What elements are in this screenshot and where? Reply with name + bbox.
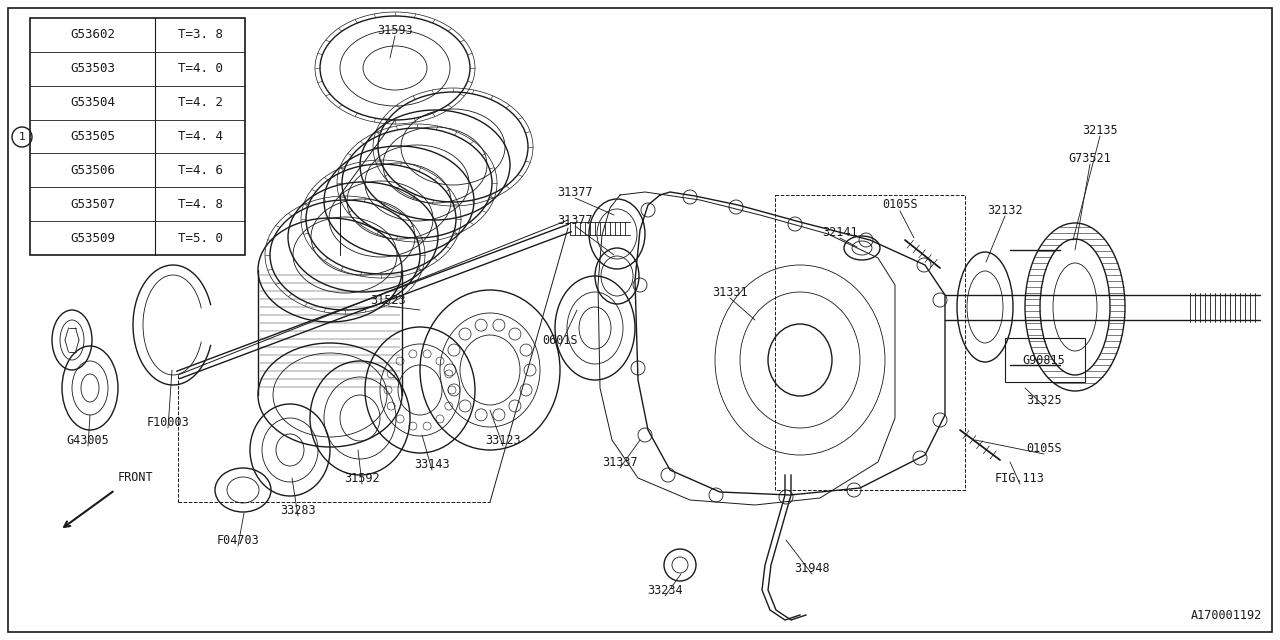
Text: G53505: G53505: [70, 130, 115, 143]
Text: F10003: F10003: [147, 415, 189, 429]
Text: 31325: 31325: [1027, 394, 1062, 406]
Text: T=5. 0: T=5. 0: [178, 232, 223, 244]
Text: G53509: G53509: [70, 232, 115, 244]
Text: 31377: 31377: [557, 214, 593, 227]
Text: G53503: G53503: [70, 62, 115, 76]
Text: 31592: 31592: [344, 472, 380, 484]
Text: T=4. 4: T=4. 4: [178, 130, 223, 143]
Text: 31523: 31523: [370, 294, 406, 307]
Text: G73521: G73521: [1069, 152, 1111, 164]
Text: 31948: 31948: [794, 561, 829, 575]
Text: G53504: G53504: [70, 96, 115, 109]
Text: 33283: 33283: [280, 504, 316, 516]
Bar: [1005, 338, 1085, 382]
Text: G53507: G53507: [70, 198, 115, 211]
Text: 33234: 33234: [648, 584, 682, 596]
Text: 31593: 31593: [378, 24, 413, 36]
Text: 0601S: 0601S: [543, 333, 577, 346]
Text: F04703: F04703: [216, 534, 260, 547]
Text: G90815: G90815: [1023, 353, 1065, 367]
Text: T=4. 8: T=4. 8: [178, 198, 223, 211]
Text: 0105S: 0105S: [882, 198, 918, 211]
Text: T=3. 8: T=3. 8: [178, 28, 223, 42]
Text: G43005: G43005: [67, 433, 109, 447]
Bar: [29, 18, 244, 255]
Text: G53506: G53506: [70, 164, 115, 177]
Text: T=4. 0: T=4. 0: [178, 62, 223, 76]
Text: 32141: 32141: [822, 225, 858, 239]
Text: 0105S: 0105S: [1027, 442, 1062, 454]
Text: 32135: 32135: [1082, 124, 1117, 136]
Text: 31377: 31377: [557, 186, 593, 198]
Text: 32132: 32132: [987, 204, 1023, 216]
Text: 33143: 33143: [415, 458, 449, 470]
Text: 1: 1: [19, 132, 26, 142]
Text: T=4. 2: T=4. 2: [178, 96, 223, 109]
Text: G53602: G53602: [70, 28, 115, 42]
Bar: [774, 195, 965, 490]
Text: FIG.113: FIG.113: [995, 472, 1044, 484]
Text: A170001192: A170001192: [1190, 609, 1262, 622]
Text: FRONT: FRONT: [118, 471, 154, 484]
Text: 31337: 31337: [602, 456, 637, 468]
Text: 33123: 33123: [485, 433, 521, 447]
Text: 31331: 31331: [712, 285, 748, 298]
Text: T=4. 6: T=4. 6: [178, 164, 223, 177]
